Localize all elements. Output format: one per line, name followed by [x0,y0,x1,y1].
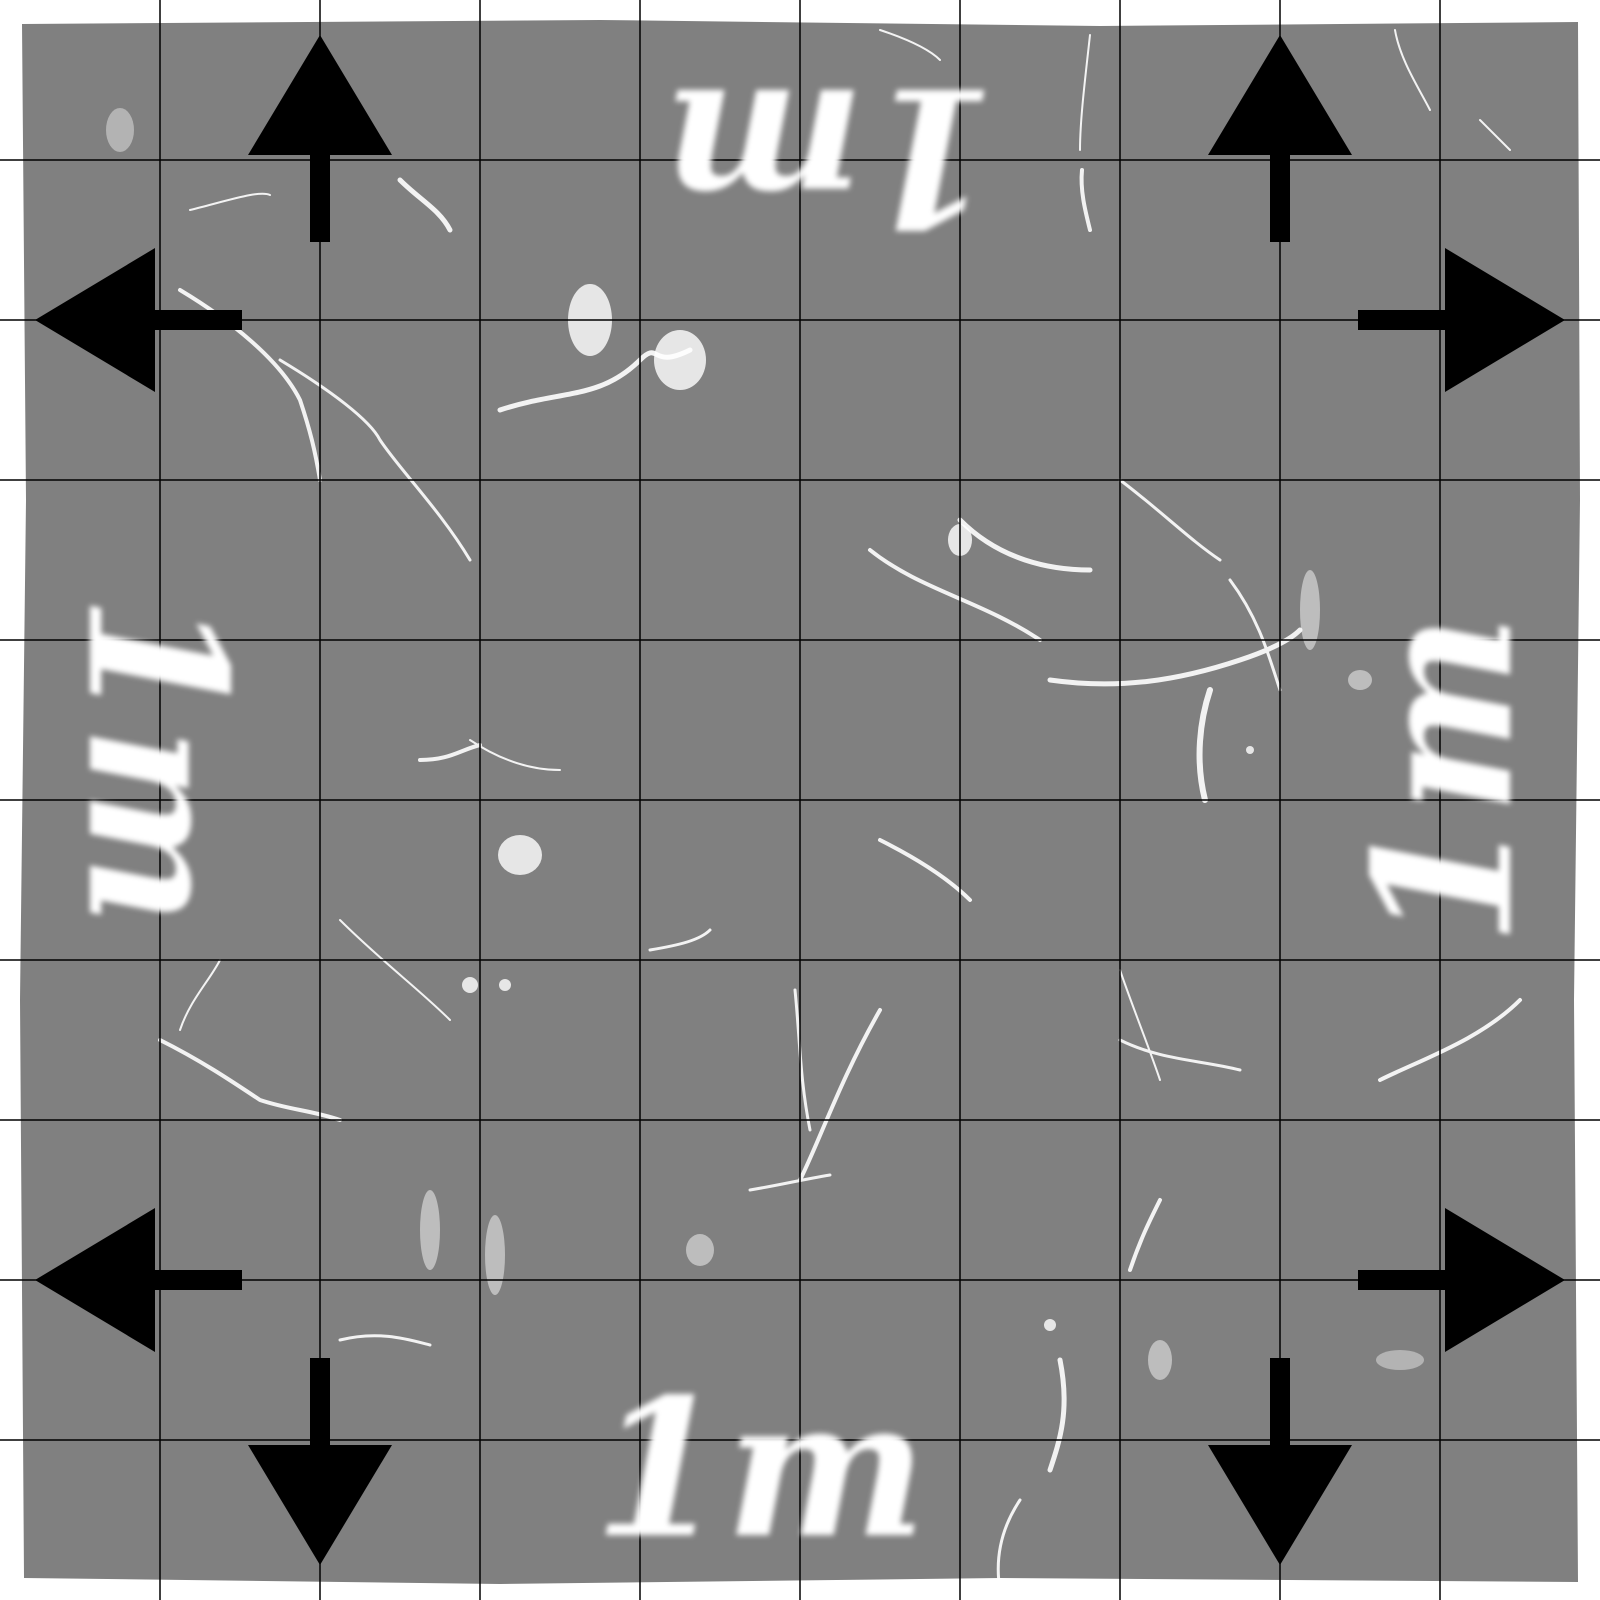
label-right: 1m [1332,613,1555,946]
stain-texture [106,108,1424,1380]
label-left: 1m [45,593,268,926]
arrow-icon-bottom-right-right [1358,1208,1565,1352]
arrow-icon-top-left-up [248,35,392,242]
arrow-icon-top-left-left [35,248,242,392]
arrows [35,35,1565,1565]
crack-texture [158,29,1522,1592]
label-bottom: 1m [593,1357,926,1580]
scale-labels: 1m 1m 1m 1m [45,45,1555,1580]
label-top: 1m [663,45,996,268]
arrow-icon-bottom-left-left [35,1208,242,1352]
arrow-icon-bottom-left-down [248,1358,392,1565]
arrow-icon-bottom-right-down [1208,1358,1352,1565]
arrow-icon-top-right-up [1208,35,1352,242]
arrow-icon-top-right-right [1358,248,1565,392]
